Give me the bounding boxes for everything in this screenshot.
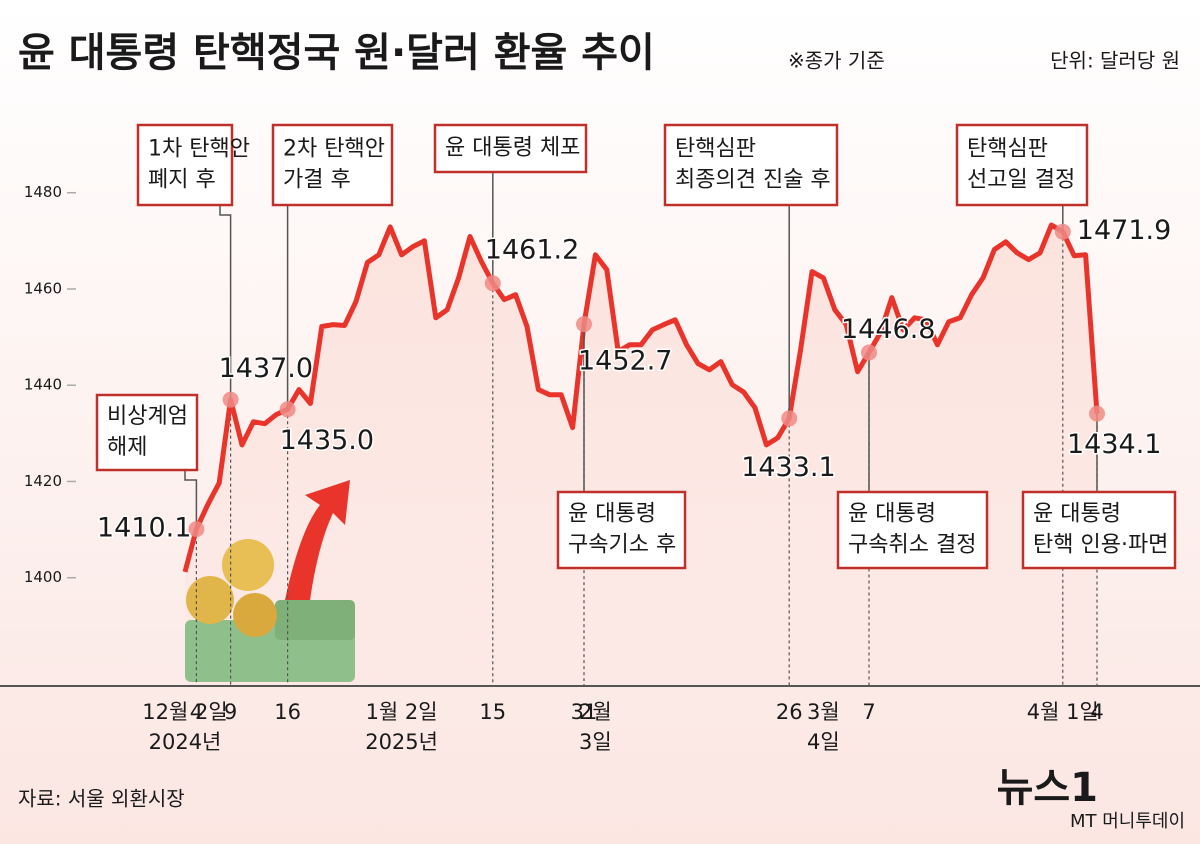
line — [182, 222, 1100, 573]
highlight-point — [222, 391, 239, 408]
annotation-text: 윤 대통령 — [1033, 502, 1121, 527]
annotation-text: 윤 대통령 체포 — [445, 136, 580, 161]
highlight-point — [484, 275, 501, 292]
source: 자료: 서울 외환시장 — [18, 787, 185, 811]
annotation-text: 윤 대통령 — [848, 502, 936, 527]
callout-line — [219, 205, 232, 400]
coin — [186, 576, 234, 624]
annotation-box — [955, 123, 1089, 207]
annotation-text: 구속취소 결정 — [848, 533, 976, 558]
callout-line — [184, 470, 198, 530]
x-tick-label: 12월 2일 — [142, 700, 227, 724]
annotation-box — [663, 123, 839, 207]
value-label: 1410.1 — [97, 513, 191, 544]
annotation-text: 윤 대통령 — [568, 502, 656, 527]
coin — [233, 593, 277, 637]
highlight-point — [861, 344, 877, 361]
value-label: 1437.0 — [219, 353, 313, 384]
annotation-text: 2차 탄핵안 — [283, 137, 385, 162]
y-tick-label: 1440 — [24, 376, 62, 394]
y-tick-label: 1460 — [24, 279, 62, 297]
highlight-point — [188, 521, 205, 538]
annotation-text: 탄핵심판 — [675, 137, 756, 162]
annotation-box — [95, 393, 199, 472]
highlight-point — [781, 410, 798, 427]
annotation-text: 비상계엄 — [107, 404, 188, 429]
annotation-box — [556, 490, 687, 570]
x-tick-label: 3월 — [807, 700, 840, 724]
annotation-text: 탄핵심판 — [967, 137, 1048, 162]
coin — [222, 539, 274, 591]
y-tick-label: 1480 — [24, 183, 62, 201]
annotation-text: 선고일 결정 — [967, 168, 1075, 193]
highlight-point — [1089, 405, 1105, 422]
arrow — [285, 480, 350, 600]
highlight-point — [1054, 223, 1071, 240]
x-tick-sublabel: 3일 — [579, 730, 612, 754]
unit: 단위: 달러당 원 — [1050, 49, 1180, 73]
annotation-text: 구속기소 후 — [568, 533, 676, 558]
annotation-box — [1021, 490, 1177, 570]
x-tick-label: 4월 1일 — [1027, 700, 1099, 724]
x-tick-label: 1월 2일 — [366, 700, 438, 724]
value-label: 1433.1 — [741, 452, 835, 483]
x-tick-label: 4 — [1090, 700, 1103, 724]
value-label: 1452.7 — [578, 346, 672, 377]
x-tick-label: 2월 — [579, 700, 612, 724]
chart-title: 윤 대통령 탄핵정국 원·달러 환율 추이 — [18, 30, 655, 76]
watermark: MT 머니투데이 — [1070, 811, 1185, 832]
logo: 뉴스1 — [997, 765, 1098, 811]
x-tick-sublabel: 2024년 — [149, 730, 222, 754]
x-tick-label: 4 — [190, 700, 203, 724]
highlight-point — [576, 316, 592, 333]
value-label: 1435.0 — [280, 425, 374, 456]
x-tick-sublabel: 4일 — [807, 730, 840, 754]
x-tick-label: 31 — [571, 700, 598, 724]
x-tick-label: 26 — [776, 700, 803, 724]
annotation-box — [836, 490, 989, 570]
annotation-text: 탄핵 인용·파면 — [1033, 533, 1168, 558]
value-label: 1461.2 — [485, 235, 579, 266]
value-label: 1471.9 — [1077, 215, 1171, 246]
annotation-text: 해제 — [107, 435, 147, 460]
y-tick-label: 1420 — [24, 472, 62, 490]
x-tick-label: 7 — [862, 700, 875, 724]
x-tick-label: 15 — [479, 700, 506, 724]
annotation-text: 가결 후 — [283, 168, 351, 193]
annotation-box — [271, 123, 394, 207]
annotation-text: 1차 탄핵안 — [148, 137, 250, 162]
money-bills — [275, 600, 355, 640]
x-tick-label: 9 — [224, 700, 237, 724]
value-label: 1446.8 — [841, 314, 935, 345]
annotation-box — [433, 123, 588, 174]
annotation-box — [136, 123, 234, 207]
value-label: 1434.1 — [1067, 429, 1161, 460]
x-tick-sublabel: 2025년 — [365, 730, 438, 754]
note: ※종가 기준 — [788, 49, 885, 73]
annotation-text: 폐지 후 — [148, 168, 216, 193]
highlight-point — [279, 401, 296, 418]
annotation-text: 최종의견 진술 후 — [675, 168, 831, 193]
x-tick-label: 16 — [274, 700, 301, 724]
illustration — [185, 480, 355, 682]
y-tick-label: 1400 — [24, 568, 62, 586]
